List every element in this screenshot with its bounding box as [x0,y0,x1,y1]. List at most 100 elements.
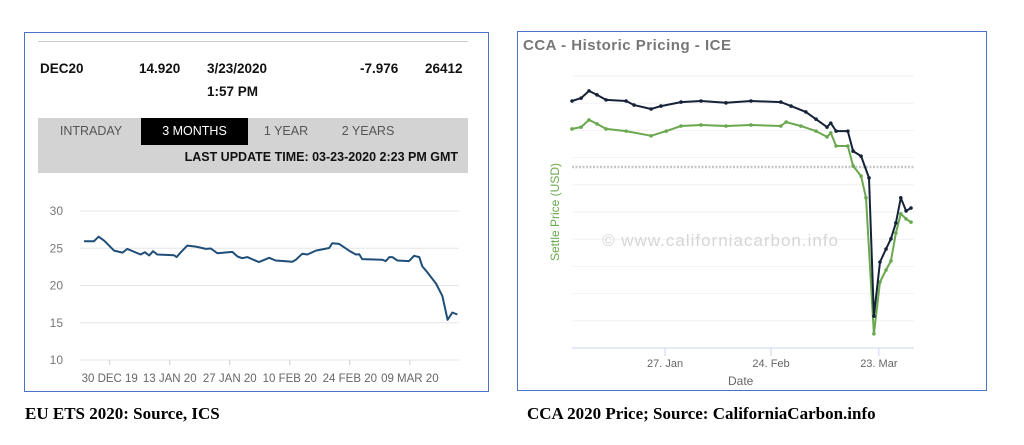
data-point-dark [878,260,882,264]
tab-3-months[interactable]: 3 MONTHS [141,118,248,145]
data-point-dark [889,237,893,241]
data-point-green [851,164,855,168]
quote-date: 3/23/2020 [207,61,268,76]
tab-1-year[interactable]: 1 YEAR [263,124,309,138]
x-tick-label: 10 FEB 20 [263,373,317,385]
caption-left: EU ETS 2020: Source, ICS [25,404,220,423]
data-point-dark [804,110,808,114]
volume: 26412 [425,61,463,76]
data-point-green [587,118,591,122]
data-point-dark [834,129,838,133]
data-point-green [664,129,669,133]
data-point-green [878,280,882,284]
data-point-green [889,259,893,263]
y-tick-label: 20 [50,279,64,293]
data-point-dark [789,104,793,108]
data-point-dark [884,247,888,251]
data-point-green [834,144,838,148]
data-point-dark [909,206,913,210]
data-point-dark [587,89,591,93]
range-tabs-bar: INTRADAY 3 MONTHS 1 YEAR 2 YEARS LAST UP… [38,118,468,173]
x-tick-label: 27. Jan [647,358,683,370]
y-tick-label: 15 [50,316,64,330]
data-point-green [784,120,788,124]
data-point-green [814,129,818,133]
x-tick-label: 23. Mar [860,358,898,370]
y-tick-label: 30 [50,204,64,218]
tab-intraday[interactable]: INTRADAY [59,124,123,138]
data-point-green [884,268,888,272]
data-point-green [864,196,868,200]
data-point-dark [624,99,628,103]
data-point-dark [632,103,636,107]
data-point-green [894,231,898,235]
eu-ets-chart: 30 25 20 15 10 30 DEC 19 13 JAN 20 27 JAN 20 10 … [50,204,459,385]
data-point-dark [825,125,829,129]
data-point-dark [579,96,583,100]
y-tick-label: 25 [50,241,64,255]
data-point-green [579,125,583,129]
data-point-dark [659,104,663,108]
data-point-green [779,124,783,128]
x-tick-label: 24 FEB 20 [323,373,377,385]
data-point-green [649,134,653,138]
data-point-dark [724,101,728,105]
data-point-green [624,129,628,133]
x-tick-label: 24. Feb [752,358,789,370]
data-point-green [604,127,608,131]
data-point-green [825,135,829,139]
last-update-time: LAST UPDATE TIME: 03-23-2020 2:23 PM GMT [184,150,458,164]
data-point-dark [604,98,608,102]
data-point-green [898,212,903,216]
series-line-dec20 [84,235,458,321]
data-point-dark [699,99,703,103]
eu-ets-panel: DEC20 14.920 3/23/2020 1:57 PM -7.976 26… [24,32,489,392]
data-point-dark [679,100,683,104]
data-point-dark [595,93,599,97]
x-tick-label: 30 DEC 19 [82,373,138,385]
contract-name: DEC20 [40,61,84,76]
watermark: © www.californiacarbon.info [602,231,840,250]
x-tick-label: 09 MAR 20 [381,373,439,385]
divider [38,41,468,42]
data-point-green [749,123,753,127]
caption-right: CCA 2020 Price; Source: CaliforniaCarbon… [527,404,876,423]
y-axis-label: Settle Price (USD) [548,162,562,262]
data-point-dark [867,176,871,180]
last-price: 14.920 [139,61,181,76]
data-point-dark [904,209,908,213]
data-point-green [859,174,863,178]
series-line-green [571,118,912,335]
data-point-green [872,332,876,336]
data-point-dark [851,149,855,153]
data-point-dark [894,221,898,225]
data-point-green [699,123,703,127]
data-point-green [904,217,908,221]
data-point-dark [828,121,833,125]
data-point-green [570,127,574,131]
data-point-dark [749,99,753,103]
x-axis-label: Date [728,374,754,388]
data-point-dark [846,129,850,133]
data-point-green [799,124,803,128]
y-tick-label: 10 [50,353,64,367]
cca-panel: CCA - Historic Pricing - ICE 27. Jan 24. … [517,31,987,391]
data-point-dark [814,117,818,121]
data-point-green [679,124,683,128]
data-point-dark [649,107,653,111]
data-point-dark [570,99,574,103]
data-point-dark [898,196,903,200]
data-point-green [595,122,599,126]
data-point-dark [859,154,863,158]
price-change: -7.976 [360,61,399,76]
data-point-green [828,131,833,135]
data-point-green [909,220,913,224]
x-tick-label: 27 JAN 20 [203,373,257,385]
tab-2-years[interactable]: 2 YEARS [341,124,395,138]
data-point-green [724,124,728,128]
data-point-dark [779,100,783,104]
chart-title: CCA - Historic Pricing - ICE [523,37,732,54]
cca-chart: 27. Jan 24. Feb 23. Mar [570,75,914,370]
data-point-dark [872,314,876,318]
quote-time: 1:57 PM [207,84,259,99]
